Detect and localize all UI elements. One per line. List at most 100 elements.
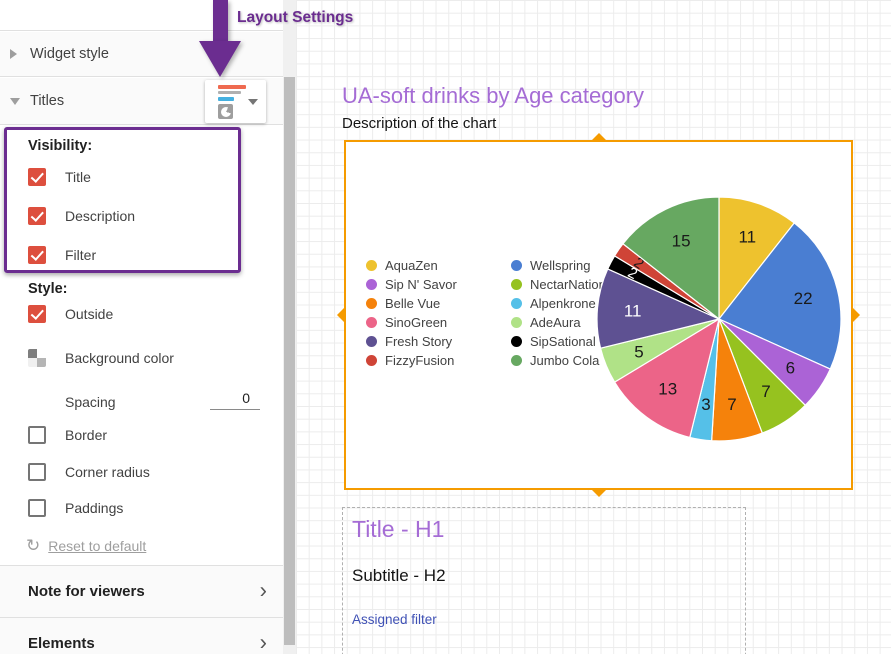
dashboard-canvas: UA-soft drinks by Age category Descripti… xyxy=(296,0,891,654)
assigned-filter-link[interactable]: Assigned filter xyxy=(352,612,437,627)
legend-item[interactable]: Belle Vue xyxy=(366,294,481,313)
annotation-label: Layout Settings xyxy=(237,9,354,26)
text-widget-placeholder[interactable]: Title - H1 Subtitle - H2 Assigned filter xyxy=(342,507,746,654)
preview-title-bar xyxy=(218,85,246,89)
preview-filter-bar xyxy=(218,97,234,101)
reset-to-default-link[interactable]: ↺ Reset to default xyxy=(26,536,146,556)
legend-item[interactable]: Alpenkrone xyxy=(511,294,606,313)
expand-expanded-icon xyxy=(10,97,20,105)
pie-chart-widget[interactable]: AquaZen Sip N' Savor Belle Vue SinoGreen Fre… xyxy=(337,133,860,497)
pie-slice[interactable] xyxy=(596,268,721,349)
corner-radius-checkbox[interactable] xyxy=(28,463,46,481)
annotation-arrow xyxy=(213,0,228,42)
section-label: Titles xyxy=(30,93,65,109)
sidebar-scrollbar xyxy=(283,0,296,654)
titles-layout-dropdown[interactable] xyxy=(205,80,266,123)
resize-handle-top[interactable] xyxy=(590,133,607,141)
row-label: Spacing xyxy=(65,394,116,410)
style-row-background-color: Background color xyxy=(28,349,174,367)
filter-visibility-checkbox[interactable] xyxy=(28,246,46,264)
legend-label: FizzyFusion xyxy=(385,353,455,368)
resize-handle-bottom[interactable] xyxy=(590,489,607,497)
resize-handle-left[interactable] xyxy=(337,307,345,323)
pie-slice-label: 3 xyxy=(701,395,710,414)
section-titles[interactable]: Titles xyxy=(0,78,283,125)
legend-item[interactable]: AdeAura xyxy=(511,313,606,332)
pie-slice[interactable] xyxy=(718,196,796,321)
legend-item[interactable]: AquaZen xyxy=(366,256,481,275)
legend-item[interactable]: NectarNation xyxy=(511,275,606,294)
legend-item[interactable]: Fresh Story xyxy=(366,332,481,351)
pie-slice[interactable] xyxy=(613,317,720,439)
sidebar-top-spacer xyxy=(0,0,283,31)
pie-slice-label: 13 xyxy=(658,379,677,398)
legend-label: Alpenkrone xyxy=(530,296,596,311)
legend-swatch-icon xyxy=(511,260,522,271)
legend-item[interactable]: Wellspring xyxy=(511,256,606,275)
layout-preview-icon xyxy=(218,85,248,119)
legend-swatch-icon xyxy=(511,279,522,290)
border-checkbox[interactable] xyxy=(28,426,46,444)
legend-swatch-icon xyxy=(366,355,377,366)
legend-label: AquaZen xyxy=(385,258,438,273)
description-visibility-checkbox[interactable] xyxy=(28,207,46,225)
expand-collapsed-icon xyxy=(10,49,17,59)
chevron-down-icon xyxy=(248,99,258,105)
legend-item[interactable]: Jumbo Cola xyxy=(511,351,606,370)
legend-item[interactable]: Sip N' Savor xyxy=(366,275,481,294)
visibility-heading: Visibility: xyxy=(28,138,93,154)
legend-label: NectarNation xyxy=(530,277,606,292)
scrollbar-thumb[interactable] xyxy=(284,77,295,645)
background-color-swatch-icon[interactable] xyxy=(28,349,46,367)
legend-item[interactable]: SinoGreen xyxy=(366,313,481,332)
visibility-row-filter: Filter xyxy=(28,246,96,264)
widget-description: Description of the chart xyxy=(342,115,497,132)
reset-label: Reset to default xyxy=(48,538,147,554)
style-heading: Style: xyxy=(28,281,68,297)
legend-label: Jumbo Cola xyxy=(530,353,600,368)
checkbox-label: Title xyxy=(65,169,91,185)
legend-swatch-icon xyxy=(366,298,377,309)
chevron-right-icon: › xyxy=(259,629,267,654)
pie-slice-label: 11 xyxy=(624,302,642,321)
refresh-icon: ↺ xyxy=(26,536,41,555)
style-row-outside: Outside xyxy=(28,305,113,323)
pie-slice-label: 5 xyxy=(634,343,643,362)
checkbox-label: Corner radius xyxy=(65,464,150,480)
checkbox-label: Border xyxy=(65,427,108,443)
sidebar-item-elements[interactable]: Elements › xyxy=(0,618,283,654)
divider xyxy=(0,565,283,566)
pie-slice-label: 22 xyxy=(794,289,813,308)
legend-label: Wellspring xyxy=(530,258,591,273)
spacing-input[interactable]: 0 xyxy=(210,390,260,410)
pie-slice-label: 6 xyxy=(786,359,795,378)
legend-column: AquaZen Sip N' Savor Belle Vue SinoGreen Fre… xyxy=(366,256,481,370)
visibility-row-title: Title xyxy=(28,168,91,186)
pie-slice-label: 15 xyxy=(672,232,691,251)
legend-column: Wellspring NectarNation Alpenkrone AdeAura S… xyxy=(511,256,606,370)
divider xyxy=(0,617,283,618)
section-label: Widget style xyxy=(30,46,109,62)
legend-label: Belle Vue xyxy=(385,296,441,311)
visibility-row-description: Description xyxy=(28,207,135,225)
resize-handle-right[interactable] xyxy=(852,307,860,323)
row-label: Background color xyxy=(65,350,174,366)
legend-item[interactable]: SipSational xyxy=(511,332,606,351)
pie-slice-label: 7 xyxy=(761,382,770,401)
legend-swatch-icon xyxy=(366,260,377,271)
legend-swatch-icon xyxy=(511,298,522,309)
paddings-checkbox[interactable] xyxy=(28,499,46,517)
pie-slice[interactable] xyxy=(622,196,720,321)
legend-item[interactable]: FizzyFusion xyxy=(366,351,481,370)
checkbox-label: Filter xyxy=(65,247,97,263)
placeholder-subtitle: Subtitle - H2 xyxy=(352,566,446,585)
legend-label: Sip N' Savor xyxy=(385,277,457,292)
outside-checkbox[interactable] xyxy=(28,305,46,323)
sidebar-item-note-for-viewers[interactable]: Note for viewers › xyxy=(0,566,283,617)
widget-title: UA-soft drinks by Age category xyxy=(342,83,645,108)
title-visibility-checkbox[interactable] xyxy=(28,168,46,186)
checkbox-label: Paddings xyxy=(65,500,124,516)
settings-sidebar: Widget style Titles Visibility: Title De… xyxy=(0,0,283,654)
style-row-spacing: Spacing 0 xyxy=(28,390,260,410)
